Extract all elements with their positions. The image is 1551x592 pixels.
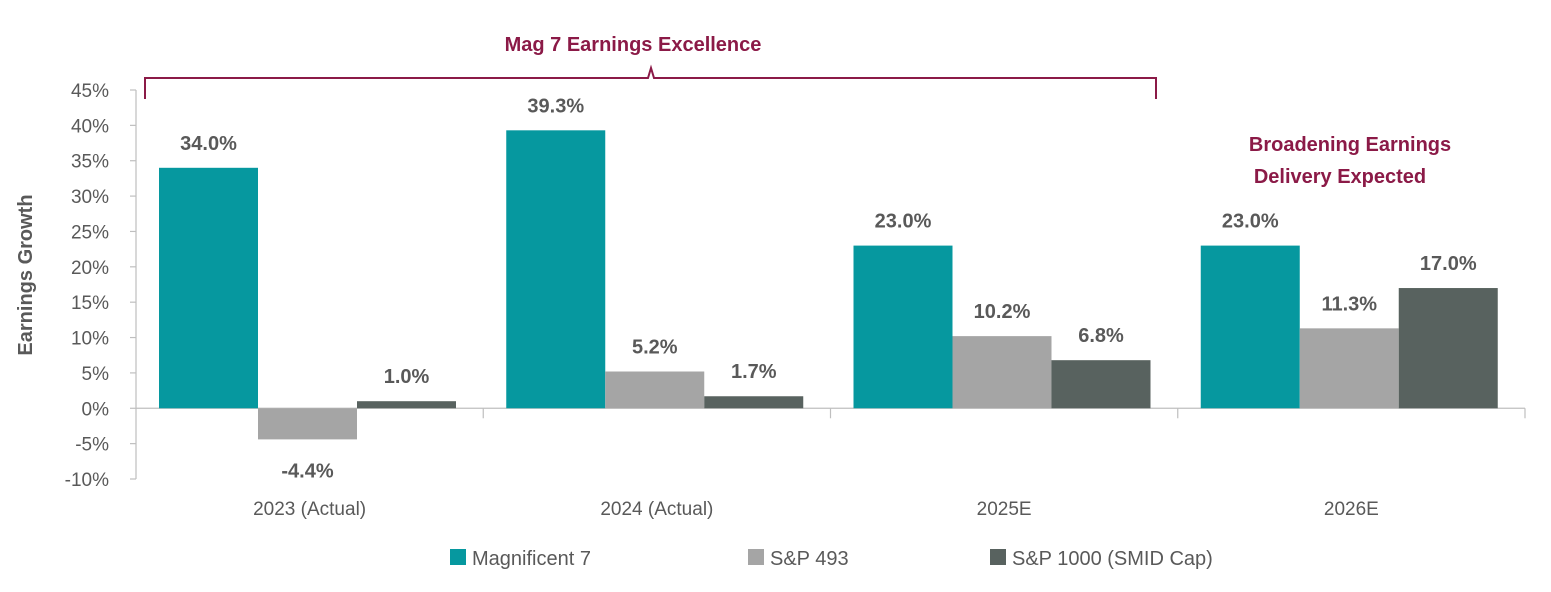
- legend-label: Magnificent 7: [472, 548, 591, 570]
- legend-swatch: [450, 549, 466, 565]
- x-category-label: 2025E: [977, 499, 1032, 520]
- data-labels-group: 34.0% 39.3% 23.0% 23.0% -4.4% 5.2% 10.2% 11.3% 1…: [180, 95, 1477, 482]
- bar-magnificent-7: [506, 130, 606, 409]
- axes-group: 45% 40% 35% 30% 25% 20% 15% 10% 5% 0% -5% -10% Earni…: [15, 81, 1526, 520]
- data-label: 11.3%: [1321, 293, 1377, 315]
- legend-swatch: [748, 549, 764, 565]
- y-tick-label: 30%: [71, 187, 109, 208]
- data-label: 39.3%: [527, 95, 584, 117]
- data-label: 34.0%: [180, 133, 237, 155]
- data-label: 1.0%: [384, 366, 430, 388]
- bar-magnificent-7: [853, 245, 953, 409]
- x-category-label: 2023 (Actual): [253, 499, 366, 520]
- annotations-group: Mag 7 Earnings Excellence Broadening Earn…: [144, 34, 1451, 188]
- bar-magnificent-7: [1200, 245, 1300, 409]
- y-tick-label: 0%: [82, 399, 110, 420]
- bar-sp-493: [258, 408, 357, 440]
- y-tick-label: 45%: [71, 81, 109, 102]
- y-tick-label: 25%: [71, 222, 109, 243]
- data-label: 23.0%: [875, 211, 932, 233]
- x-category-label: 2024 (Actual): [600, 499, 713, 520]
- y-tick-label: 40%: [71, 116, 109, 137]
- data-label: 5.2%: [632, 336, 678, 358]
- y-tick-label: 35%: [71, 152, 109, 173]
- data-label: 17.0%: [1420, 253, 1477, 275]
- bracket-line: [144, 64, 1157, 99]
- bar-sp-493: [1299, 328, 1399, 409]
- legend-label: S&P 1000 (SMID Cap): [1012, 548, 1213, 570]
- bar-sp-1000: [1398, 288, 1498, 409]
- bars-group: [159, 130, 1498, 440]
- data-label: 6.8%: [1078, 325, 1124, 347]
- legend-label: S&P 493: [770, 548, 849, 570]
- annotation-mag7: Mag 7 Earnings Excellence: [505, 34, 762, 56]
- annotation-broadening-line1: Broadening Earnings: [1249, 134, 1451, 156]
- data-label: 23.0%: [1222, 211, 1279, 233]
- bar-sp-1000: [704, 396, 804, 409]
- y-axis-title: Earnings Growth: [15, 194, 37, 355]
- bar-sp-493: [605, 371, 705, 409]
- data-label: 1.7%: [731, 361, 777, 383]
- bar-sp-493: [952, 336, 1052, 409]
- y-tick-label: 5%: [82, 364, 110, 385]
- data-label: 10.2%: [974, 301, 1031, 323]
- x-category-label: 2026E: [1324, 499, 1379, 520]
- legend-group: Magnificent 7 S&P 493 S&P 1000 (SMID Cap): [450, 548, 1213, 570]
- bar-magnificent-7: [159, 167, 258, 409]
- y-tick-label: 10%: [71, 329, 109, 350]
- bar-sp-1000: [357, 401, 456, 409]
- y-tick-label: 15%: [71, 293, 109, 314]
- y-tick-label: 20%: [71, 258, 109, 279]
- legend-swatch: [990, 549, 1006, 565]
- y-tick-label: -10%: [65, 470, 109, 491]
- bar-sp-1000: [1051, 360, 1151, 409]
- annotation-broadening-line2: Delivery Expected: [1254, 166, 1426, 188]
- data-label: -4.4%: [281, 460, 333, 482]
- y-tick-label: -5%: [75, 435, 109, 456]
